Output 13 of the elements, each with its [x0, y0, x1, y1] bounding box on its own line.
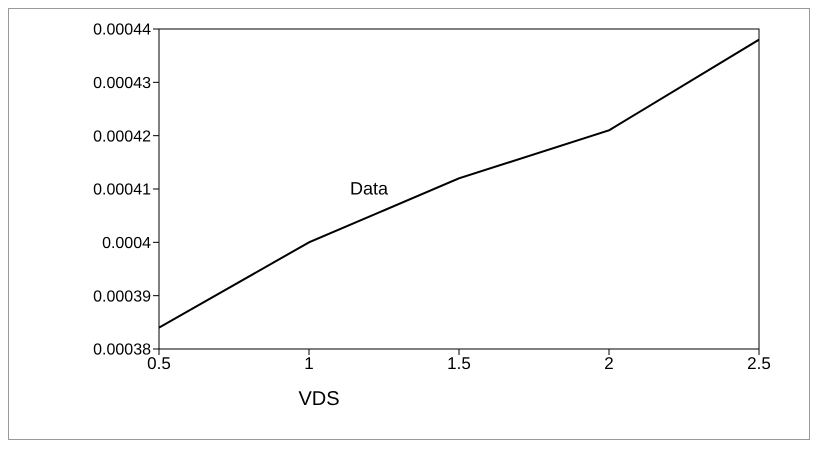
y-tick-label: 0.00041: [93, 182, 152, 199]
x-axis-title: VDS: [298, 388, 340, 410]
x-tick-label: 2.5: [747, 354, 771, 374]
y-tick-label: 0.00039: [93, 288, 152, 306]
x-tick-label: 0.5: [147, 354, 171, 374]
y-tick-label: 0.00042: [93, 128, 152, 146]
y-tick-label: 0.0004: [102, 235, 152, 252]
x-tick-label: 1.5: [447, 354, 471, 374]
y-tick-label: 0.00043: [93, 75, 152, 92]
series-label: Data: [350, 178, 389, 198]
y-tick-label: 0.00044: [93, 22, 152, 39]
x-tick-label: 1: [304, 354, 314, 374]
x-tick-label: 2: [604, 354, 614, 374]
